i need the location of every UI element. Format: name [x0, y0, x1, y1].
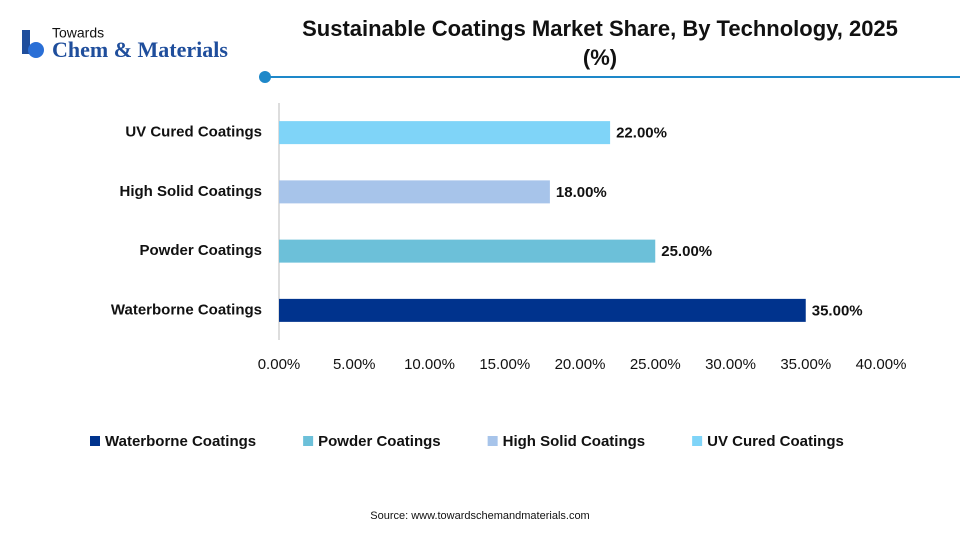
x-tick-label: 30.00% [705, 356, 756, 373]
x-tick-label: 25.00% [630, 356, 681, 373]
legend-swatch [692, 436, 703, 446]
x-tick-label: 35.00% [780, 356, 831, 373]
legend-label: Waterborne Coatings [105, 433, 256, 450]
legend-label: Powder Coatings [318, 433, 441, 450]
bar [279, 239, 656, 263]
y-tick-label: High Solid Coatings [120, 183, 263, 200]
legend-swatch [303, 436, 314, 446]
chart-title: Sustainable Coatings Market Share, By Te… [302, 16, 898, 70]
y-tick-label: UV Cured Coatings [125, 124, 262, 141]
value-label: 22.00% [616, 125, 667, 142]
bar [279, 121, 611, 145]
source: Source: www.towardschemandmaterials.com [370, 510, 589, 522]
legend-label: High Solid Coatings [503, 433, 646, 450]
legend-label: UV Cured Coatings [707, 433, 844, 450]
logo-icon [28, 42, 44, 58]
logo: Towards Chem & Materials [22, 25, 228, 62]
divider-dot [259, 71, 271, 83]
x-tick-label: 5.00% [333, 356, 376, 373]
x-tick-label: 20.00% [555, 356, 606, 373]
value-label: 35.00% [812, 302, 863, 319]
bar [279, 298, 806, 322]
value-label: 18.00% [556, 184, 607, 201]
legend-swatch [90, 436, 100, 446]
x-tick-label: 10.00% [404, 356, 455, 373]
logo-text: Towards [52, 25, 104, 41]
bar [279, 180, 550, 204]
y-tick-label: Powder Coatings [139, 242, 262, 259]
y-tick-label: Waterborne Coatings [111, 301, 262, 318]
logo-text: Chem & Materials [52, 37, 228, 62]
x-tick-label: 15.00% [479, 356, 530, 373]
value-label: 25.00% [661, 243, 712, 260]
x-tick-label: 0.00% [258, 356, 301, 373]
legend-swatch [487, 436, 498, 446]
x-tick-label: 40.00% [856, 356, 907, 373]
logo-icon [22, 30, 30, 54]
